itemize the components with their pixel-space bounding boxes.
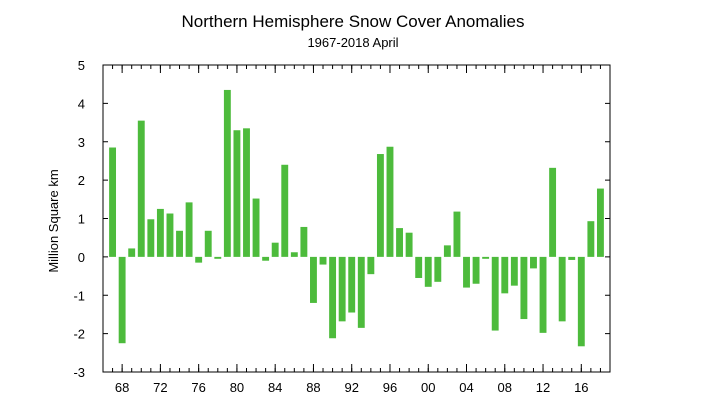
bar-2005 bbox=[472, 256, 480, 284]
bar-2006 bbox=[482, 256, 490, 259]
x-tick-label: 88 bbox=[306, 380, 320, 395]
bar-2016 bbox=[577, 256, 585, 347]
bar-2011 bbox=[530, 256, 537, 269]
bar-1984 bbox=[271, 242, 279, 257]
bar-1974 bbox=[176, 230, 183, 257]
chart-subtitle: 1967-2018 April bbox=[307, 35, 399, 50]
x-tick-label: 16 bbox=[574, 380, 588, 395]
bar-1986 bbox=[290, 252, 298, 257]
bar-1988 bbox=[310, 256, 317, 303]
bar-1980 bbox=[233, 130, 241, 257]
bar-2010 bbox=[520, 256, 528, 320]
x-tick-label: 80 bbox=[230, 380, 244, 395]
y-tick-label: 5 bbox=[78, 58, 85, 73]
bar-2014 bbox=[558, 256, 566, 322]
x-tick-label: 96 bbox=[383, 380, 397, 395]
bar-1996 bbox=[386, 146, 394, 257]
x-tick-label: 92 bbox=[344, 380, 358, 395]
x-tick-label: 00 bbox=[421, 380, 435, 395]
y-tick-label: 1 bbox=[78, 212, 85, 227]
bar-2008 bbox=[501, 256, 509, 294]
bar-2012 bbox=[539, 256, 547, 333]
bar-2003 bbox=[453, 211, 461, 257]
x-tick-label: 08 bbox=[498, 380, 512, 395]
bar-1967 bbox=[109, 147, 117, 257]
bar-2007 bbox=[491, 256, 499, 331]
bar-2004 bbox=[463, 256, 470, 288]
bar-1989 bbox=[319, 256, 327, 265]
x-tick-label: 72 bbox=[153, 380, 167, 395]
x-tick-label: 04 bbox=[459, 380, 473, 395]
bar-1976 bbox=[195, 256, 203, 263]
y-tick-label: 3 bbox=[78, 135, 85, 150]
bar-1981 bbox=[243, 128, 250, 257]
bar-2017 bbox=[587, 221, 595, 257]
x-tick-label: 12 bbox=[536, 380, 550, 395]
y-tick-label: -1 bbox=[73, 288, 85, 303]
bar-1991 bbox=[338, 256, 346, 322]
x-tick-label: 68 bbox=[115, 380, 129, 395]
bar-1978 bbox=[214, 256, 222, 259]
x-tick-label: 76 bbox=[191, 380, 205, 395]
bar-1987 bbox=[300, 226, 308, 257]
y-tick-label: 2 bbox=[78, 173, 85, 188]
bar-1995 bbox=[376, 154, 384, 257]
bar-1983 bbox=[262, 256, 270, 261]
bar-1985 bbox=[281, 164, 289, 257]
chart-title: Northern Hemisphere Snow Cover Anomalies bbox=[181, 12, 525, 31]
bar-1997 bbox=[396, 228, 403, 257]
bar-1973 bbox=[166, 213, 174, 257]
bar-2015 bbox=[568, 256, 576, 260]
y-tick-label: 4 bbox=[78, 96, 85, 111]
bar-2001 bbox=[434, 256, 442, 282]
bar-1971 bbox=[147, 219, 155, 257]
bar-1999 bbox=[415, 256, 423, 278]
bar-2000 bbox=[424, 256, 432, 287]
y-tick-label: -3 bbox=[73, 365, 85, 380]
bar-1992 bbox=[348, 256, 356, 313]
bar-1993 bbox=[357, 256, 365, 328]
bar-1982 bbox=[252, 198, 260, 257]
bar-1994 bbox=[367, 256, 375, 275]
y-tick-label: -2 bbox=[73, 327, 85, 342]
bar-2018 bbox=[596, 188, 604, 257]
bar-1969 bbox=[128, 248, 136, 257]
bar-1972 bbox=[156, 208, 164, 257]
bar-2013 bbox=[549, 167, 557, 257]
bar-2009 bbox=[510, 256, 518, 286]
y-axis-label: Million Square km bbox=[46, 169, 61, 272]
bar-1998 bbox=[405, 232, 413, 257]
bar-2002 bbox=[443, 245, 451, 257]
bar-1968 bbox=[118, 256, 126, 344]
bar-1975 bbox=[185, 202, 193, 257]
x-tick-label: 84 bbox=[268, 380, 282, 395]
plot-frame bbox=[102, 64, 611, 373]
bar-1970 bbox=[137, 120, 145, 257]
bars-layer bbox=[109, 89, 604, 347]
bar-1977 bbox=[204, 230, 212, 257]
bar-1979 bbox=[223, 89, 231, 257]
bar-1990 bbox=[329, 256, 337, 339]
y-tick-label: 0 bbox=[78, 250, 85, 265]
